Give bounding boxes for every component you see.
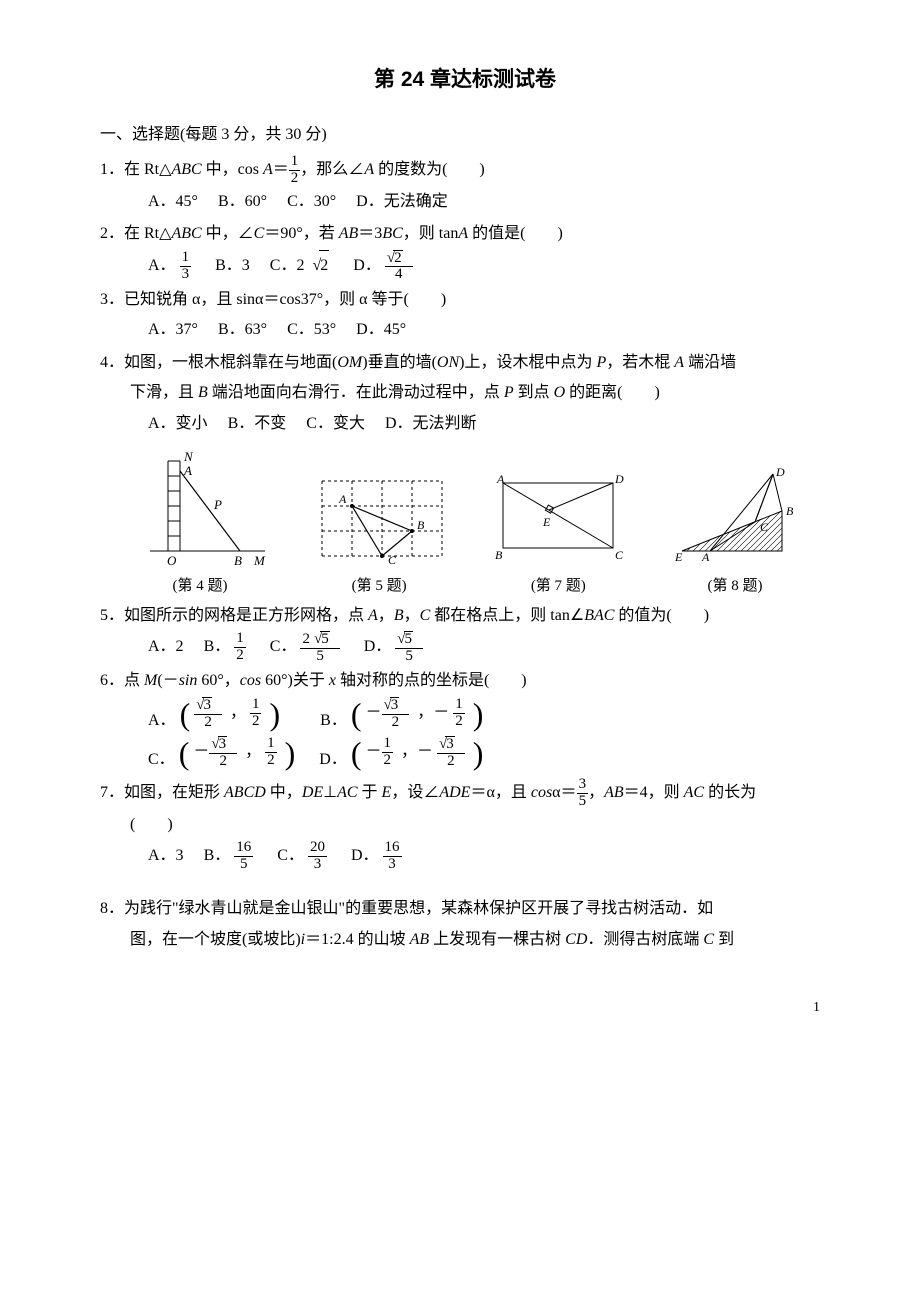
svg-text:M: M [253,553,266,566]
question-1: 1．在 Rt△ABC 中，cos A＝12，那么∠A 的度数为( ) A．45°… [100,154,830,217]
q7-options: A．3 B．165 C．203 D．163 [100,840,830,873]
page-number: 1 [100,995,830,1022]
q6-options-row2: C．(－32，12) D．(－12，－32) [100,736,830,775]
section-header: 一、选择题(每题 3 分，共 30 分) [100,120,830,150]
figure-q4: N A P O B M (第 4 题) [130,451,270,601]
q1-options: A．45° B．60° C．30° D．无法确定 [100,187,830,217]
svg-text:B: B [495,548,503,562]
q7-svg: A D B C E [488,471,628,566]
svg-text:B: B [234,553,242,566]
q5-options: A．2 B．12 C．255 D．55 [100,631,830,665]
question-7: 7．如图，在矩形 ABCD 中，DE⊥AC 于 E，设∠ADE＝α，且 cosα… [100,777,830,872]
svg-text:D: D [775,466,785,479]
svg-text:A: A [701,550,710,564]
svg-text:O: O [167,553,177,566]
figures-row: N A P O B M (第 4 题) [100,441,830,601]
test-title: 第 24 章达标测试卷 [100,60,830,100]
q6-options-row1: A．(32，12) B．(－32，－12) [100,697,830,736]
question-8: 8．为践行"绿水青山就是金山银山"的重要思想，某森林保护区开展了寻找古树活动．如… [100,894,830,955]
q4-options: A．变小 B．不变 C．变大 D．无法判断 [100,409,830,439]
svg-text:P: P [213,497,222,512]
svg-text:A: A [338,492,347,506]
q1-frac: 12 [289,154,301,187]
svg-text:C: C [760,520,769,534]
svg-text:D: D [614,472,624,486]
svg-text:B: B [786,504,794,518]
question-4: 4．如图，一根木棍斜靠在与地面(OM)垂直的墙(ON)上，设木棍中点为 P，若木… [100,348,830,439]
svg-text:B: B [417,518,425,532]
q3-options: A．37° B．63° C．53° D．45° [100,315,830,345]
q8-svg: E A B C D [670,466,800,566]
svg-text:E: E [674,550,683,564]
svg-text:E: E [542,515,551,529]
svg-text:C: C [615,548,624,562]
question-2: 2．在 Rt△ABC 中，∠C＝90°，若 AB＝3BC，则 tanA 的值是(… [100,219,830,283]
question-6: 6．点 M(－sin 60°，cos 60°)关于 x 轴对称的点的坐标是( )… [100,666,830,775]
figure-q8: E A B C D (第 8 题) [670,466,800,601]
question-3: 3．已知锐角 α，且 sinα＝cos37°，则 α 等于( ) A．37° B… [100,285,830,346]
question-5: 5．如图所示的网格是正方形网格，点 A，B，C 都在格点上，则 tan∠BAC … [100,601,830,665]
figure-q7: A D B C E (第 7 题) [488,471,628,601]
svg-text:A: A [183,463,192,478]
svg-text:C: C [388,553,397,566]
figure-q5: A B C (第 5 题) [312,471,447,601]
q2-options: A．13 B．3 C．2 2 D．24 [100,250,830,284]
q5-svg: A B C [312,471,447,566]
q4-svg: N A P O B M [130,451,270,566]
svg-text:A: A [496,472,505,486]
